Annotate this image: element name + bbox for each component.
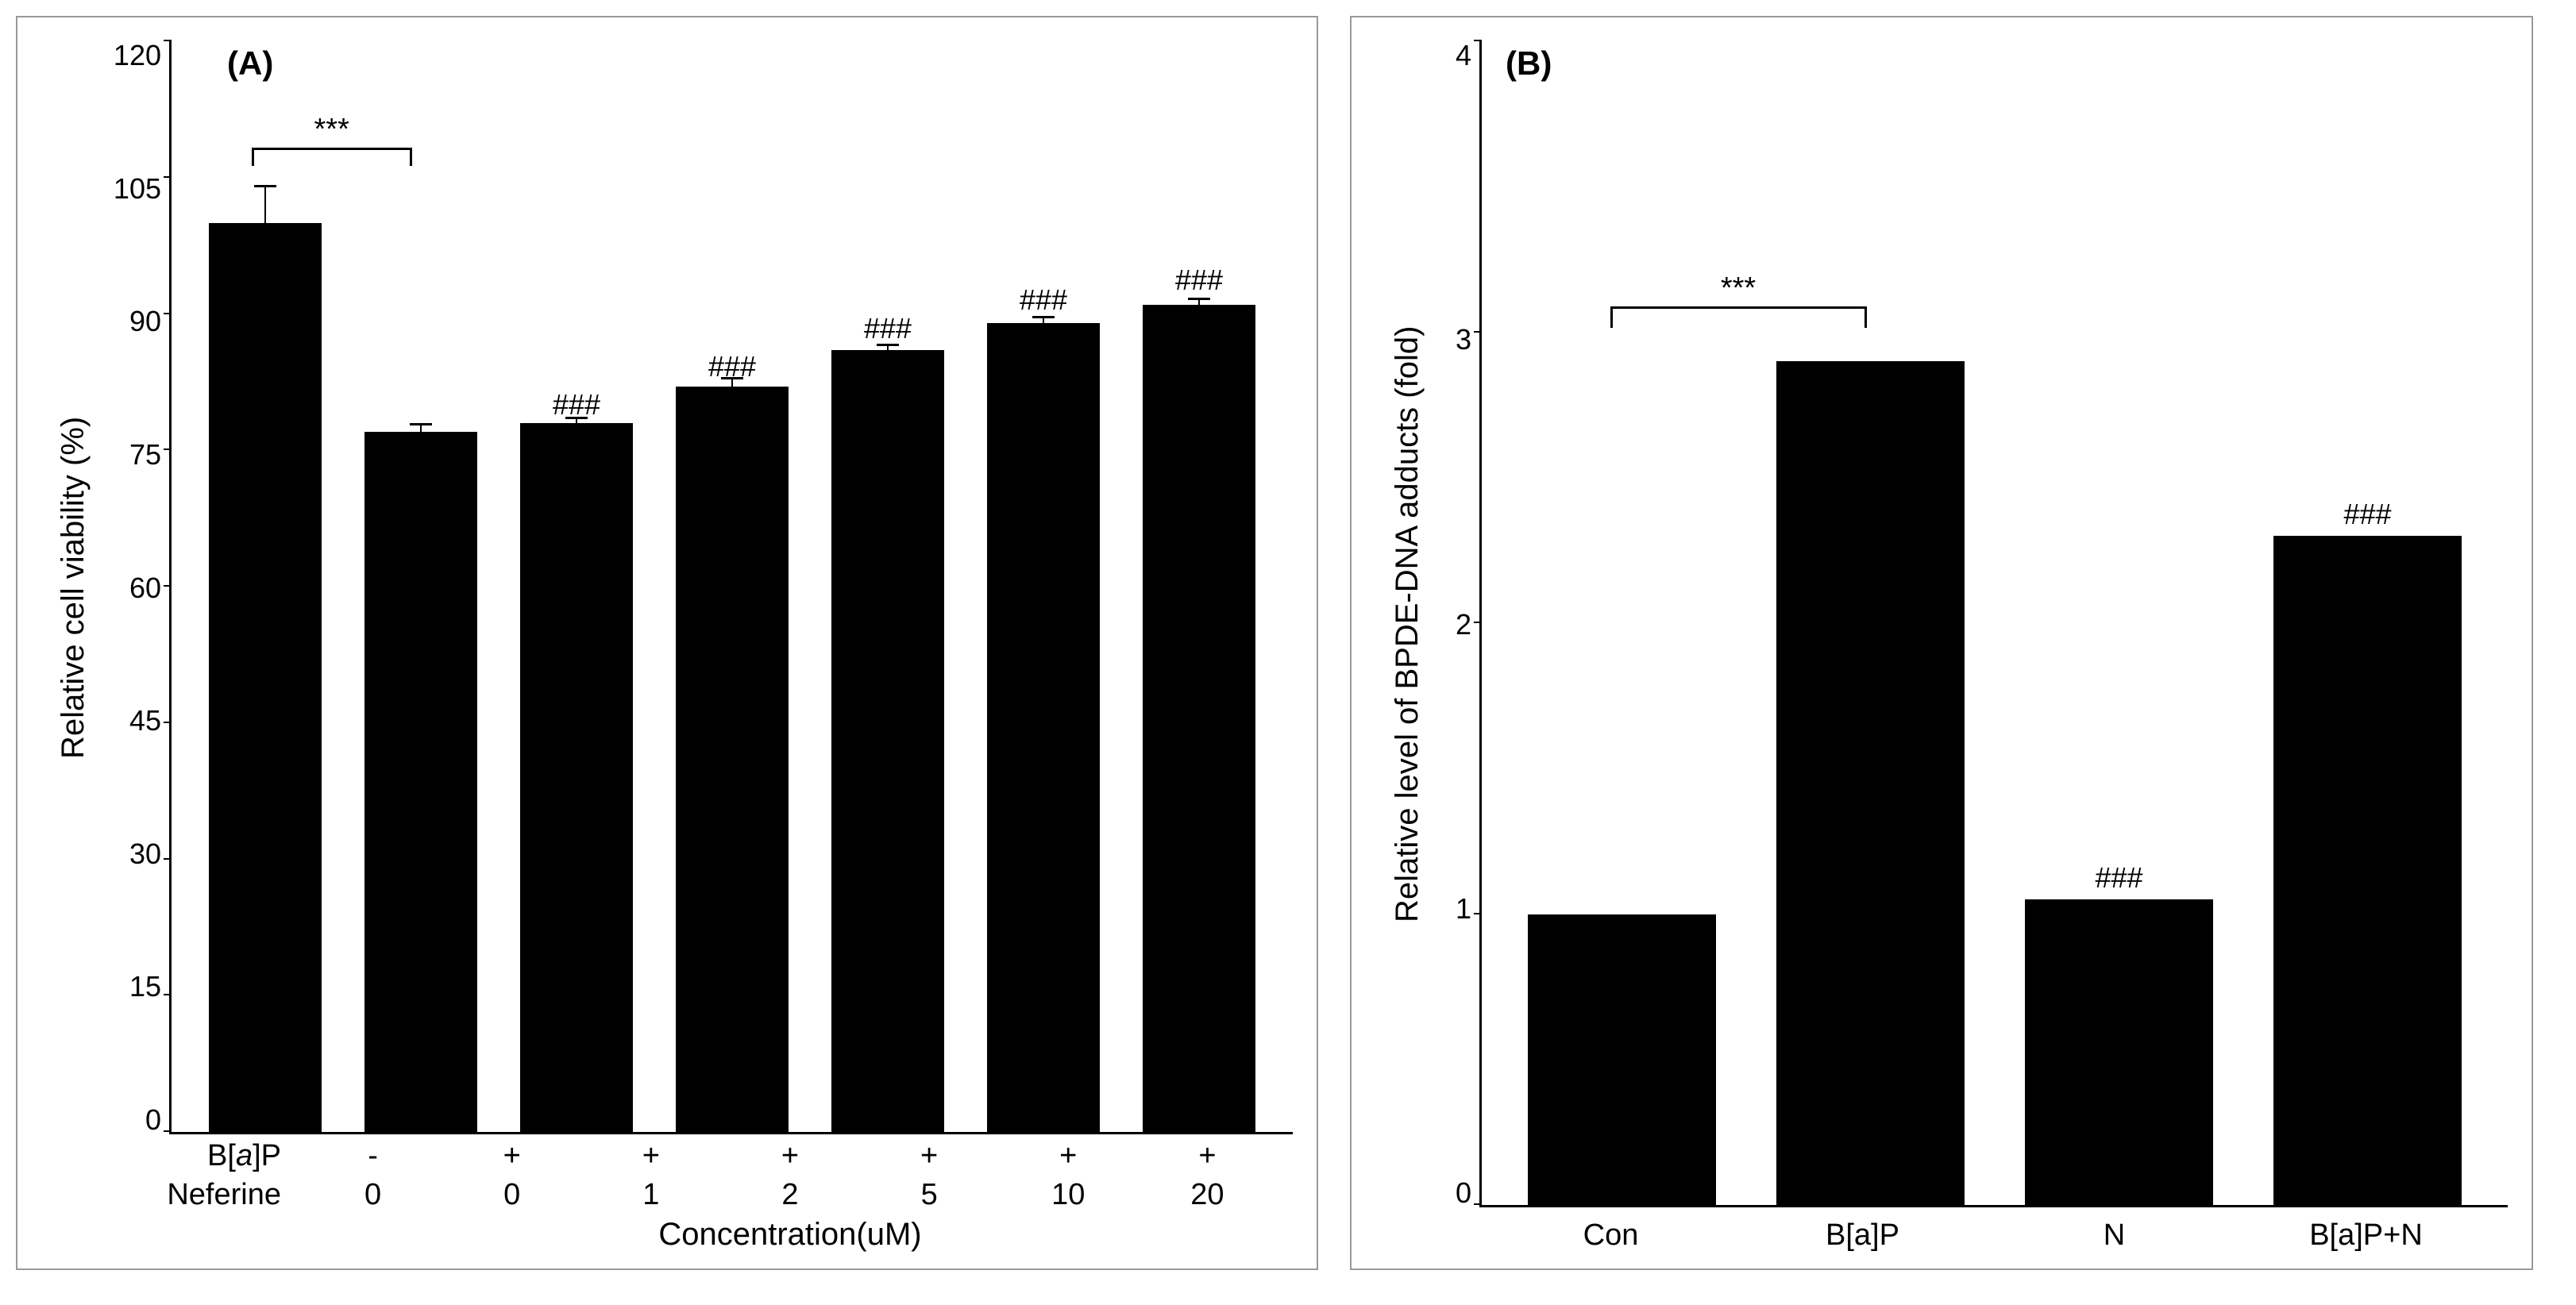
x-value-bap: + [860,1139,999,1173]
x-value-neferine: 0 [303,1178,442,1212]
y-tick: 75 [129,441,161,469]
x-value-bap: + [720,1139,859,1173]
y-tick: 105 [114,175,161,203]
tick-mark [1474,1203,1482,1205]
y-tick: 2 [1456,610,1471,639]
tick-mark [1474,331,1482,333]
x-value-neferine: 20 [1138,1178,1277,1212]
significance-label: ### [553,388,600,422]
x-value-neferine: 2 [720,1178,859,1212]
x-value-bap: + [1138,1139,1277,1173]
bar-wrap: .err::before{}### [654,41,810,1132]
chart-b: Relative level of BPDE-DNA adducts (fold… [1383,41,2508,1253]
y-tick: 0 [1456,1179,1471,1207]
x-value-bap: - [303,1139,442,1173]
x-rows-a: B[a]P -++++++ Neferine 001251020 Concent… [160,1134,1293,1253]
panel-b: Relative level of BPDE-DNA adducts (fold… [1350,16,2533,1270]
error-bar: .err::before{} [1043,316,1044,322]
x-category-label: B[a]P [1737,1218,1988,1253]
bar [1776,361,1965,1205]
significance-bracket: *** [1610,306,1867,309]
bar-wrap: ### [2243,41,2492,1205]
bar-wrap: .err::before{} [187,41,343,1132]
x-value-neferine: 5 [860,1178,999,1212]
significance-label: ### [708,350,756,383]
bracket-label: *** [314,113,349,147]
bar: .err::before{} [209,223,321,1132]
significance-label: ### [864,312,912,345]
panel-a: Relative cell viability (%) 120105907560… [16,16,1318,1270]
tick-mark [164,448,172,450]
plot-area-b: (B) ###### *** [1479,41,2508,1207]
y-tick: 60 [129,574,161,602]
bar: .err::before{}### [831,350,943,1132]
tick-mark [164,176,172,178]
bar-wrap: .err::before{}### [1121,41,1277,1132]
tick-mark [164,1130,172,1132]
y-axis-label-b: Relative level of BPDE-DNA adducts (fold… [1383,41,1432,1207]
x-axis-label-a: Concentration(uM) [160,1217,1293,1253]
y-axis-label-a: Relative cell viability (%) [49,41,98,1134]
row-label-bap: B[a]P [160,1139,287,1173]
bar: .err::before{}### [520,423,632,1132]
significance-label: ### [1175,264,1223,297]
bar-wrap: .err::before{}### [966,41,1121,1132]
x-value-neferine: 0 [442,1178,581,1212]
tick-mark [1474,622,1482,623]
bar: ### [2273,536,2462,1205]
x-category-label: B[a]P+N [2240,1218,2492,1253]
chart-a: Relative cell viability (%) 120105907560… [49,41,1293,1253]
row-label-neferine: Neferine [160,1178,287,1212]
y-tick: 120 [114,41,161,70]
x-value-neferine: 10 [999,1178,1138,1212]
bar-wrap [1498,41,1746,1205]
significance-label: ### [2343,498,2391,531]
tick-mark [164,722,172,723]
y-tick: 15 [129,972,161,1001]
x-value-neferine: 1 [581,1178,720,1212]
tick-mark [1474,913,1482,914]
bar: .err::before{} [364,432,476,1132]
significance-label: ### [2095,861,2142,895]
y-tick: 4 [1456,41,1471,70]
y-tick: 30 [129,840,161,868]
bar-wrap: .err::before{}### [499,41,654,1132]
plot-area-a: (A) .err::before{}.err::before{}.err::be… [169,41,1293,1134]
tick-mark [164,40,172,41]
x-category-label: Con [1485,1218,1737,1253]
y-tick: 1 [1456,895,1471,923]
y-ticks-b: 4 3 2 1 0 [1432,41,1479,1207]
y-tick: 45 [129,706,161,735]
significance-bracket: *** [252,148,412,150]
y-ticks-a: 120 105 90 75 60 45 30 15 0 [98,41,169,1134]
error-bar: .err::before{} [420,423,422,432]
tick-mark [1474,40,1482,41]
x-category-label: N [1988,1218,2240,1253]
bar-wrap: .err::before{} [343,41,499,1132]
bar: .err::before{}### [676,387,788,1132]
tick-mark [164,994,172,995]
bar [1528,914,1717,1206]
tick-mark [164,858,172,860]
x-value-bap: + [442,1139,581,1173]
bracket-label: *** [1721,271,1756,306]
bar: .err::before{}### [987,323,1099,1132]
tick-mark [164,585,172,587]
error-bar: .err::before{} [1198,298,1200,305]
x-value-bap: + [581,1139,720,1173]
bar-wrap [1746,41,1995,1205]
bar: ### [2025,899,2214,1205]
y-tick: 0 [145,1106,161,1134]
significance-label: ### [1020,283,1067,317]
error-bar: .err::before{} [264,185,266,223]
bar-wrap: ### [1995,41,2243,1205]
tick-mark [164,313,172,314]
x-row-b: ConB[a]PNB[a]P+N [1469,1207,2508,1253]
bar: .err::before{}### [1143,305,1255,1132]
x-value-bap: + [999,1139,1138,1173]
y-tick: 3 [1456,325,1471,354]
bar-wrap: .err::before{}### [810,41,966,1132]
y-tick: 90 [129,307,161,336]
